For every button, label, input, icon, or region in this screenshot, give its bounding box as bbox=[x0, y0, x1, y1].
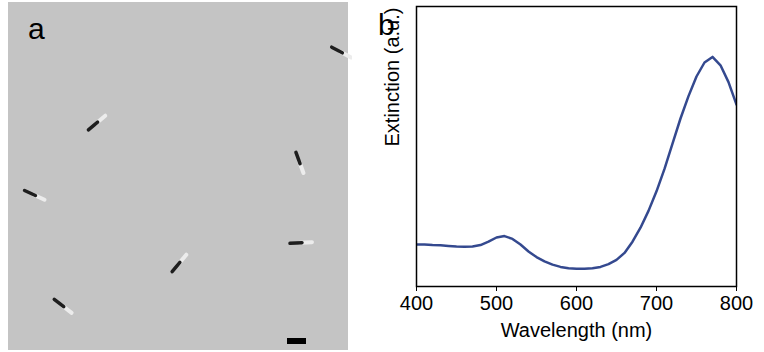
svg-text:800: 800 bbox=[720, 292, 753, 314]
svg-text:500: 500 bbox=[480, 292, 513, 314]
svg-text:600: 600 bbox=[560, 292, 593, 314]
svg-text:Wavelength (nm): Wavelength (nm) bbox=[501, 319, 653, 341]
svg-text:700: 700 bbox=[640, 292, 673, 314]
svg-text:400: 400 bbox=[400, 292, 433, 314]
